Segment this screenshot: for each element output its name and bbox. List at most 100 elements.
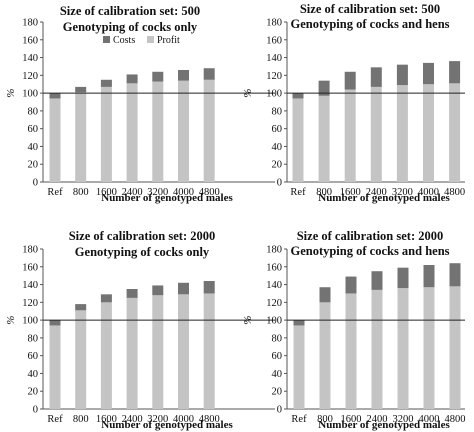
- bar-costs-800: [319, 287, 331, 303]
- legend-swatch-costs: [103, 36, 110, 43]
- y-tick-label: 160: [266, 262, 282, 273]
- y-tick-label: 160: [22, 35, 38, 46]
- bar-profit-3200: [152, 295, 164, 409]
- x-tick-label: 1600: [96, 414, 117, 425]
- y-tick-label: 80: [272, 106, 283, 117]
- y-tick-label: 20: [272, 160, 283, 171]
- y-tick-label: 20: [272, 387, 283, 398]
- y-tick-label: 80: [28, 106, 39, 117]
- y-tick-label: 180: [22, 18, 38, 29]
- chart-title: Size of calibration set: 2000: [69, 229, 216, 243]
- y-tick-label: 40: [28, 142, 39, 153]
- bar-costs-4000: [423, 62, 434, 85]
- bar-costs-1600: [100, 79, 112, 87]
- y-tick-label: 100: [22, 316, 38, 327]
- bar-profit-4000: [178, 294, 189, 409]
- bar-profit-2400: [370, 86, 382, 182]
- x-tick-label: 800: [316, 187, 332, 198]
- bar-costs-800: [75, 304, 87, 311]
- bar-profit-800: [75, 310, 87, 409]
- bar-costs-4000: [178, 70, 189, 81]
- bar-profit-1600: [100, 86, 112, 182]
- y-tick-label: 100: [22, 89, 38, 100]
- y-tick-label: 0: [277, 178, 282, 189]
- y-tick-label: 40: [272, 369, 283, 380]
- bar-profit-800: [319, 302, 331, 409]
- bar-costs-4800: [203, 68, 215, 80]
- y-axis-label: %: [242, 316, 254, 325]
- y-tick-label: 180: [266, 245, 282, 256]
- legend-label-profit: Profit: [157, 35, 180, 46]
- bar-profit-3200: [152, 81, 164, 182]
- y-tick-label: 60: [28, 351, 39, 362]
- bar-profit-Ref: [293, 325, 305, 409]
- y-tick-label: 60: [28, 124, 39, 135]
- x-tick-label: 2400: [122, 187, 143, 198]
- x-tick-label: 800: [73, 187, 89, 198]
- x-tick-label: 2400: [366, 187, 387, 198]
- bar-costs-4000: [178, 282, 189, 295]
- y-tick-label: 60: [272, 124, 283, 135]
- y-tick-label: 120: [266, 71, 282, 82]
- bar-costs-Ref: [49, 93, 61, 99]
- x-tick-label: 3200: [392, 187, 413, 198]
- y-tick-label: 40: [28, 369, 39, 380]
- bar-costs-3200: [152, 285, 164, 296]
- bar-profit-1600: [100, 302, 112, 409]
- y-tick-label: 80: [272, 333, 283, 344]
- y-tick-label: 20: [28, 387, 39, 398]
- x-tick-label: 4800: [199, 414, 220, 425]
- bar-profit-Ref: [49, 325, 61, 409]
- bar-profit-2400: [371, 289, 383, 409]
- y-tick-label: 180: [22, 245, 38, 256]
- bar-profit-3200: [396, 85, 408, 182]
- chart-title: Size of calibration set: 500: [60, 4, 200, 18]
- x-axis-title: Number of genotyped males: [318, 419, 450, 431]
- bar-costs-Ref: [292, 93, 304, 99]
- bar-costs-Ref: [293, 320, 305, 326]
- x-axis-title: Number of genotyped males: [101, 419, 233, 431]
- x-tick-label: 800: [73, 414, 89, 425]
- chart-subtitle: Genotyping of cocks and hens: [290, 244, 449, 258]
- bar-profit-3200: [397, 288, 409, 409]
- bar-costs-3200: [396, 64, 408, 86]
- x-tick-label: 4000: [418, 187, 439, 198]
- chart-panel-1: Size of calibration set: 500 Genotyping o…: [5, 4, 275, 204]
- bar-profit-Ref: [49, 98, 61, 182]
- y-tick-label: 0: [33, 178, 38, 189]
- bar-costs-1600: [345, 276, 357, 294]
- bar-costs-3200: [397, 267, 409, 289]
- bar-costs-2400: [126, 74, 138, 84]
- y-tick-label: 140: [266, 53, 282, 64]
- bar-costs-2400: [126, 289, 138, 298]
- x-tick-label: 2400: [122, 414, 143, 425]
- legend-swatch-profit: [147, 36, 154, 43]
- chart-title: Size of calibration set: 500: [300, 2, 440, 16]
- x-tick-label: 4800: [445, 414, 466, 425]
- y-tick-label: 60: [272, 351, 283, 362]
- chart-title: Size of calibration set: 2000: [297, 229, 444, 243]
- bar-costs-Ref: [49, 320, 61, 326]
- bar-costs-1600: [100, 294, 112, 303]
- x-tick-label: Ref: [47, 414, 63, 425]
- y-tick-label: 20: [28, 160, 39, 171]
- x-axis-title: Number of genotyped males: [318, 192, 450, 204]
- bar-profit-4800: [203, 293, 215, 409]
- x-tick-label: 3200: [393, 414, 414, 425]
- bar-costs-3200: [152, 71, 164, 82]
- x-tick-label: Ref: [47, 187, 63, 198]
- y-tick-label: 100: [266, 316, 282, 327]
- x-tick-label: 800: [317, 414, 333, 425]
- y-tick-label: 140: [22, 53, 38, 64]
- y-tick-label: 140: [266, 280, 282, 291]
- x-tick-label: 1600: [340, 187, 361, 198]
- bar-profit-2400: [126, 83, 138, 182]
- y-tick-label: 160: [266, 35, 282, 46]
- x-tick-label: Ref: [291, 414, 307, 425]
- chart-subtitle: Genotyping of cocks only: [75, 245, 210, 259]
- bar-profit-4000: [178, 80, 189, 182]
- y-tick-label: 180: [266, 18, 282, 29]
- bar-profit-4800: [449, 286, 461, 409]
- bar-costs-1600: [344, 71, 356, 90]
- bar-profit-4000: [423, 84, 434, 182]
